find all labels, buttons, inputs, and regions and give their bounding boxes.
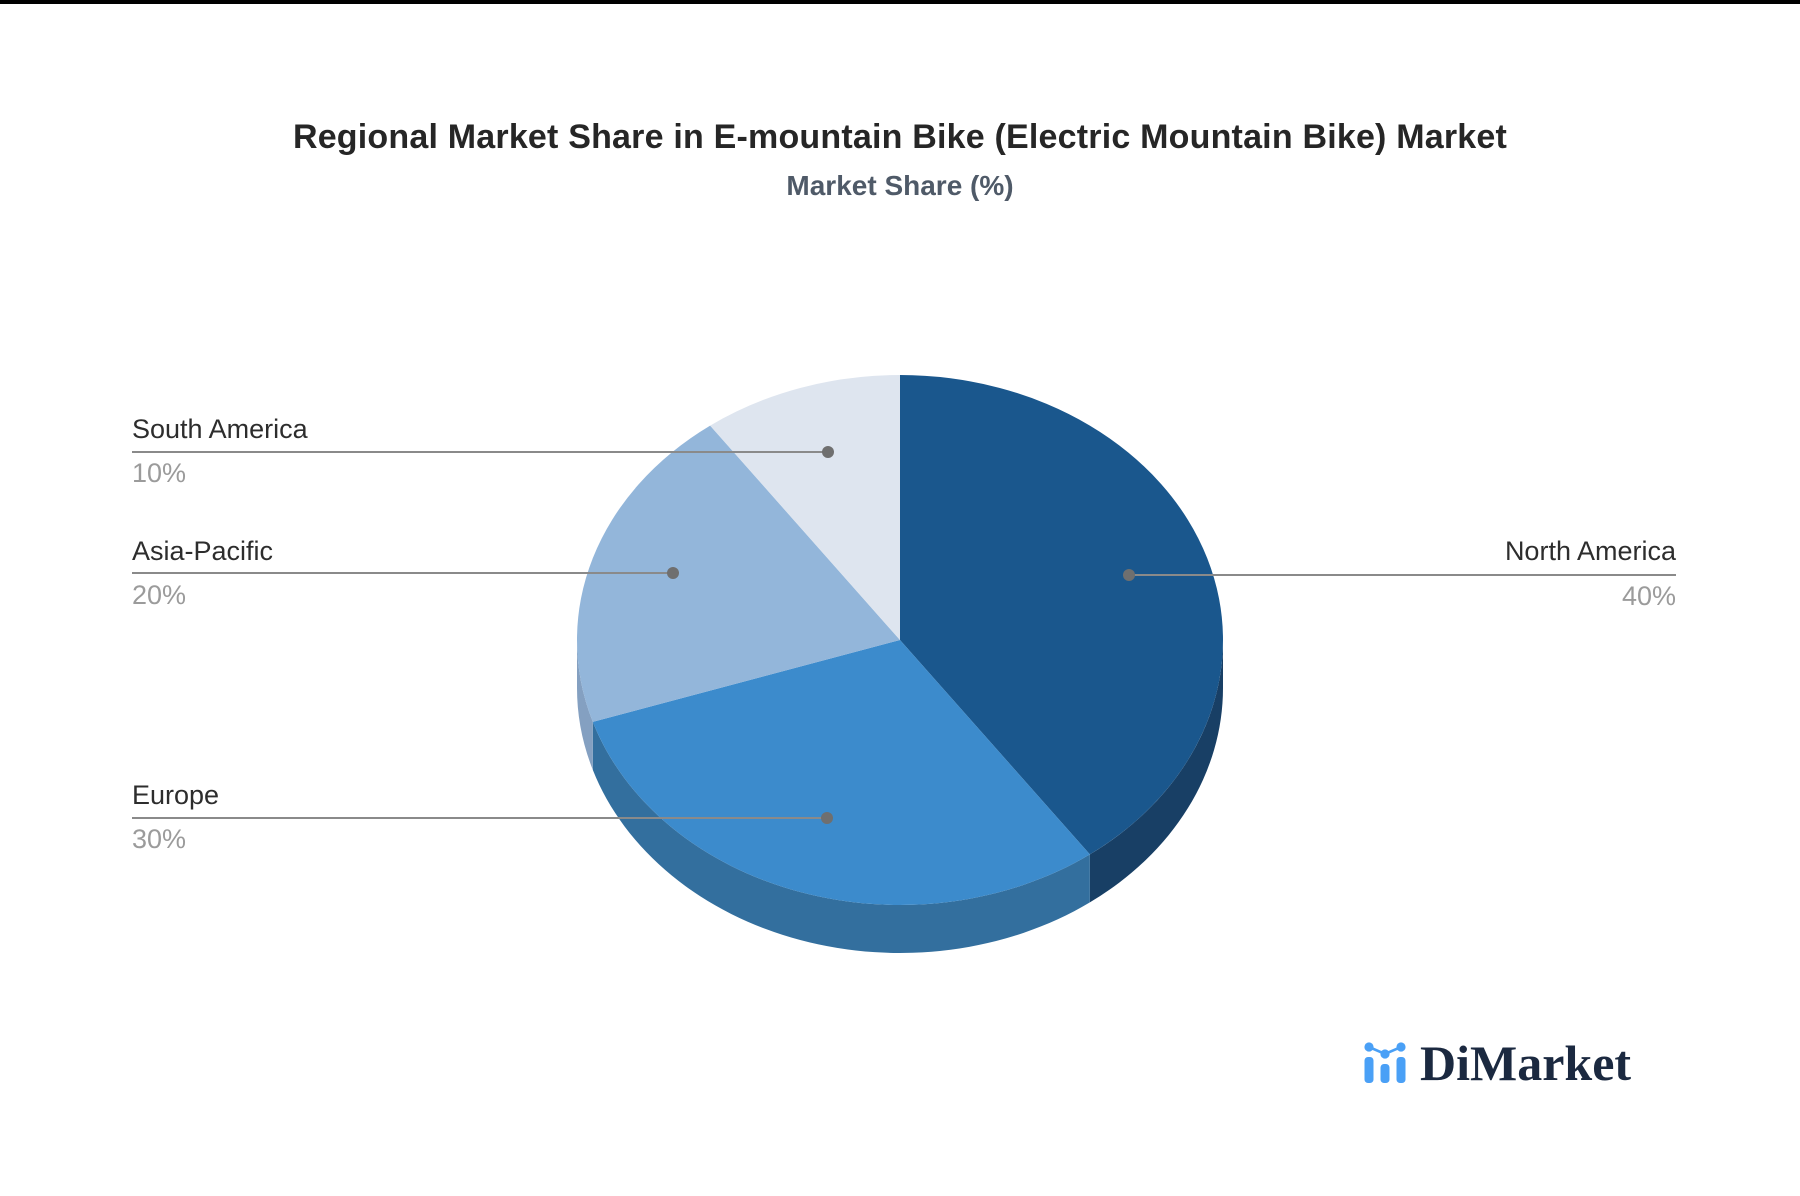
top-edge-bar bbox=[0, 0, 1800, 4]
pie-side-asia-pacific bbox=[577, 640, 593, 770]
brand-name: DiMarket bbox=[1420, 1035, 1632, 1091]
pie-slices bbox=[576, 375, 1223, 906]
pie-side-europe bbox=[592, 721, 1090, 954]
pie-slice-south-america[interactable] bbox=[710, 375, 900, 640]
pie-slice-asia-pacific[interactable] bbox=[576, 425, 900, 722]
callout-value-asia-pacific: 20% bbox=[132, 580, 187, 610]
callout-label-north-america: North America bbox=[1504, 536, 1676, 566]
callout-label-south-america: South America bbox=[132, 414, 308, 444]
leader-dot-north-america bbox=[1123, 569, 1135, 581]
mini-bar-line-chart-icon bbox=[1364, 1042, 1406, 1083]
pie-3d-sides bbox=[577, 640, 1223, 954]
chart-title: Regional Market Share in E-mountain Bike… bbox=[292, 118, 1508, 156]
callout-value-north-america: 40% bbox=[1621, 581, 1676, 611]
pie-side-north-america bbox=[1089, 640, 1223, 903]
chart-subtitle: Market Share (%) bbox=[786, 170, 1014, 201]
leader-dot-asia-pacific bbox=[667, 567, 679, 579]
callout-value-south-america: 10% bbox=[132, 458, 187, 488]
callout-label-asia-pacific: Asia-Pacific bbox=[132, 536, 274, 566]
callout-value-europe: 30% bbox=[132, 824, 187, 854]
leader-dot-south-america bbox=[822, 446, 834, 458]
pie-slice-europe[interactable] bbox=[592, 640, 1090, 906]
leader-dot-europe bbox=[821, 812, 833, 824]
brand-logo: DiMarket bbox=[1363, 1038, 1631, 1088]
pie-slice-north-america[interactable] bbox=[900, 375, 1223, 855]
callout-label-europe: Europe bbox=[132, 780, 220, 810]
leader-lines bbox=[132, 446, 1676, 824]
